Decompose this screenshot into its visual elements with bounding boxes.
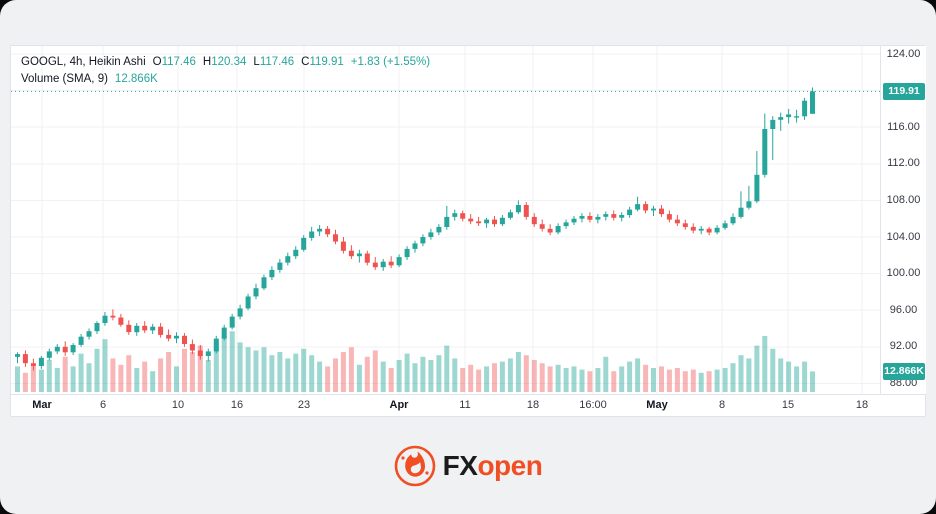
price-axis-label: 112.00 [887, 157, 920, 170]
last-price-badge: 119.91 [883, 82, 925, 100]
price-axis-label: 88.00 [889, 376, 918, 389]
symbol-row[interactable]: GOOGL, 4h, Heikin Ashi O117.46 H120.34 L… [21, 54, 430, 71]
price-axis-label: 108.00 [886, 193, 921, 206]
ohlc-high: H120.34 [202, 56, 247, 68]
fxopen-flame-icon [394, 445, 435, 486]
price-axis-label: 96.00 [889, 303, 918, 316]
time-axis-label: 10 [171, 399, 185, 411]
price-plot[interactable] [11, 46, 880, 394]
time-axis-label: 18 [855, 399, 869, 411]
time-axis-label: Mar [32, 399, 52, 411]
price-change: +1.83 (+1.55%) [350, 56, 431, 68]
price-axis-label: 100.00 [886, 267, 921, 280]
fxopen-logo: FXopen [394, 445, 543, 487]
time-axis-label: 6 [99, 399, 107, 411]
time-axis-label: 15 [781, 399, 795, 411]
volume-series [15, 331, 815, 392]
symbol-legend: GOOGL, 4h, Heikin Ashi O117.46 H120.34 L… [21, 54, 430, 88]
time-axis-label: 23 [297, 399, 311, 411]
time-axis-label: May [646, 399, 668, 411]
time-axis-label: 11 [459, 399, 471, 411]
price-axis-label: 104.00 [886, 230, 921, 243]
price-axis-label: 116.00 [887, 120, 920, 133]
time-axis-label: 18 [526, 399, 540, 411]
time-axis-label: 16:00 [579, 399, 607, 411]
price-axis-label: 124.00 [886, 47, 921, 60]
volume-value: 12.866K [114, 73, 158, 85]
time-axis[interactable]: Mar 6 10 16 23 Apr 11 18 16:00 May 8 15 18 [11, 394, 925, 416]
time-axis-label: Apr [389, 399, 409, 411]
ohlc-open: O117.46 [152, 56, 196, 68]
chart-panel: GOOGL, 4h, Heikin Ashi O117.46 H120.34 L… [10, 45, 926, 417]
fxopen-wordmark: FXopen [442, 449, 543, 481]
logo-open: open [477, 449, 543, 481]
price-axis[interactable]: 124.00 116.00 112.00 108.00 104.00 100.00 96.0… [880, 46, 926, 394]
price-axis-label: 92.00 [889, 340, 918, 353]
symbol-title: GOOGL, 4h, Heikin Ashi [21, 56, 146, 68]
logo-fx: FX [442, 449, 478, 481]
volume-title: Volume (SMA, 9) [21, 73, 108, 85]
time-axis-label: 16 [230, 399, 244, 411]
time-axis-label: 8 [718, 399, 726, 411]
candlestick-series [15, 87, 815, 371]
last-volume-badge: 12.866K [883, 362, 925, 380]
ohlc-close: C119.91 [301, 56, 344, 68]
ohlc-low: L117.46 [253, 56, 295, 68]
footer: FXopen [0, 417, 936, 514]
volume-row[interactable]: Volume (SMA, 9) 12.866K [21, 71, 430, 88]
